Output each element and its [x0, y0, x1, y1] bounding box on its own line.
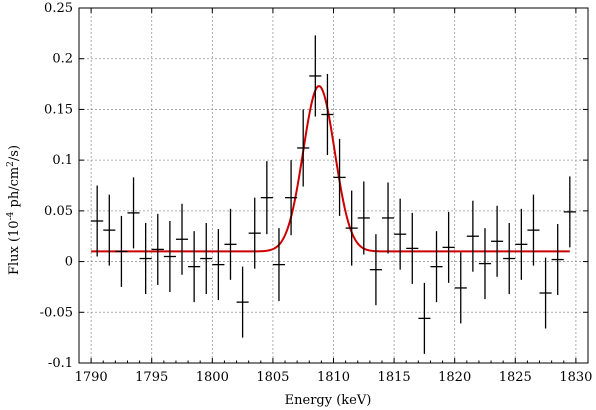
data-point: [139, 223, 152, 295]
x-tick-label: 1815: [378, 370, 411, 385]
data-point: [345, 190, 358, 266]
data-point: [466, 200, 479, 272]
data-point: [527, 194, 540, 266]
y-tick-label: -0.1: [48, 356, 73, 371]
y-tick-label: 0.15: [44, 102, 73, 117]
data-point: [272, 228, 286, 302]
x-tick-label: 1820: [438, 370, 471, 385]
data-point: [478, 228, 492, 300]
data-point: [151, 213, 164, 285]
data-point: [212, 229, 225, 301]
data-point: [369, 234, 382, 306]
data-point: [418, 282, 431, 354]
y-axis-label-post: /s): [7, 145, 22, 161]
data-point: [357, 181, 370, 255]
data-point: [175, 203, 189, 275]
data-point: [297, 109, 310, 187]
data-point: [224, 208, 237, 280]
data-point: [394, 198, 407, 270]
y-tick-label: 0: [65, 255, 73, 270]
data-point: [333, 138, 346, 216]
data-point: [127, 177, 140, 249]
data-point: [539, 257, 552, 329]
x-tick-label: 1790: [75, 370, 108, 385]
data-point: [236, 266, 249, 338]
y-tick-label: 0.25: [44, 1, 73, 16]
data-point: [260, 161, 273, 235]
x-tick-label: 1810: [317, 370, 350, 385]
data-point: [103, 194, 116, 266]
grid: [79, 7, 588, 364]
data-point: [406, 212, 419, 284]
y-axis-label-pre: Flux (10: [7, 220, 22, 275]
data-point: [563, 176, 576, 248]
data-point: [551, 224, 564, 296]
data-point: [248, 197, 261, 269]
data-point: [442, 211, 455, 283]
y-axis-label: Flux (10-4 ph/cm2/s): [6, 145, 22, 275]
gaussian-fit-line: [91, 85, 570, 253]
y-tick-label: -0.05: [40, 305, 73, 320]
y-axis-label-mid: ph/cm: [7, 167, 22, 212]
data-point: [91, 185, 104, 257]
data-point: [188, 231, 201, 303]
y-axis-label-exp2: 2: [6, 161, 16, 167]
data-point: [163, 221, 176, 292]
data-point: [454, 252, 467, 324]
data-point: [430, 231, 443, 303]
data-point: [321, 73, 334, 156]
x-axis-label: Energy (keV): [285, 393, 372, 408]
data-point: [309, 35, 322, 117]
data-point: [503, 223, 516, 295]
data-point: [200, 223, 213, 295]
y-axis-label-exp1: -4: [6, 211, 16, 220]
data-point: [491, 205, 504, 277]
y-tick-label: 0.05: [44, 204, 73, 219]
x-tick-label: 1825: [499, 370, 532, 385]
data-point: [381, 182, 395, 254]
data-point: [515, 208, 528, 280]
data-point: [115, 215, 128, 287]
data-point: [285, 160, 298, 236]
x-tick-label: 1830: [559, 370, 592, 385]
x-tick-label: 1795: [135, 370, 168, 385]
axes: 1790 1795 1800 1805 1810 1815 1820 1825 1830 -0.1…: [40, 1, 593, 385]
x-tick-label: 1800: [196, 370, 229, 385]
x-tick-label: 1805: [256, 370, 289, 385]
data-points: [91, 35, 576, 354]
y-tick-label: 0.1: [52, 153, 73, 168]
fit-layer: [91, 85, 570, 253]
y-tick-label: 0.2: [52, 52, 73, 67]
